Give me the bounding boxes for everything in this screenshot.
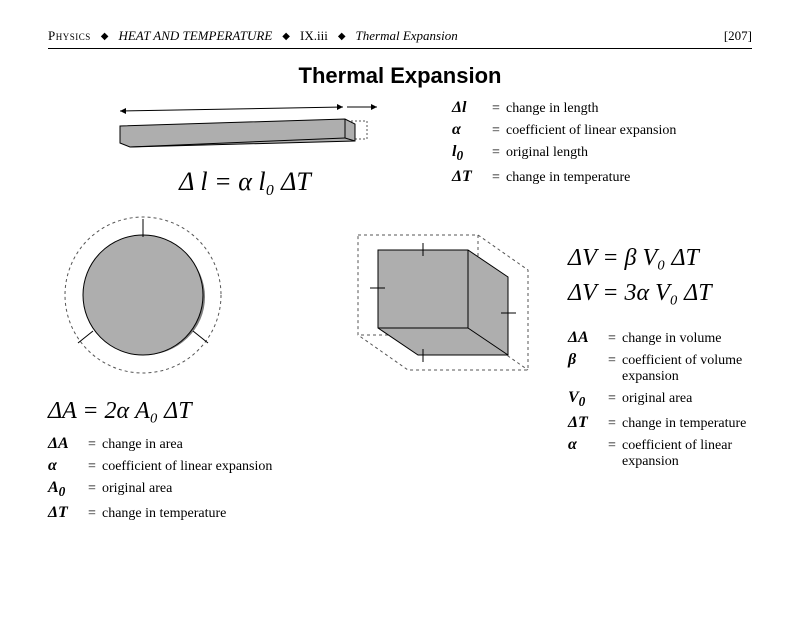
def-symbol: β xyxy=(568,351,602,369)
def-text: coefficient of volume expansion xyxy=(622,353,752,385)
def-symbol: ΔT xyxy=(568,414,602,432)
breadcrumb-chapter: HEAT AND TEMPERATURE xyxy=(118,28,272,44)
def-equals: = xyxy=(82,506,102,522)
def-text: coefficient of linear expansion xyxy=(622,438,752,470)
def-symbol: Δl xyxy=(452,99,486,117)
def-symbol: ΔA xyxy=(568,329,602,347)
def-row: ΔA=change in volume xyxy=(568,329,752,347)
def-symbol: ΔA xyxy=(48,435,82,453)
def-text: coefficient of linear expansion xyxy=(506,123,752,139)
volume-formula-1: ΔV = β V₀ ΔT xyxy=(568,245,752,272)
def-row: α=coefficient of linear expansion xyxy=(568,436,752,470)
def-text: original area xyxy=(622,391,752,407)
def-equals: = xyxy=(486,170,506,186)
area-formula: ΔA = 2α A₀ ΔT xyxy=(48,398,308,425)
def-row: Δl=change in length xyxy=(452,99,752,117)
def-symbol: l0 xyxy=(452,143,486,164)
separator-icon: ◆ xyxy=(282,31,290,42)
breadcrumb-subject: Physics xyxy=(48,28,91,44)
separator-icon: ◆ xyxy=(101,31,109,42)
breadcrumb-topic: Thermal Expansion xyxy=(356,28,458,44)
area-expansion-section: ΔA = 2α A₀ ΔT ΔA=change in areaα=coeffic… xyxy=(48,215,308,526)
def-text: original length xyxy=(506,145,752,161)
def-text: coefficient of linear expansion xyxy=(102,459,308,475)
def-text: change in area xyxy=(102,437,308,453)
def-equals: = xyxy=(602,391,622,407)
def-text: original area xyxy=(102,481,308,497)
def-equals: = xyxy=(486,101,506,117)
def-row: V0=original area xyxy=(568,389,752,410)
linear-expansion-section: Δ l = α l₀ ΔT Δl=change in lengthα=coeff… xyxy=(48,99,752,197)
page-header: Physics ◆ HEAT AND TEMPERATURE ◆ IX.iii … xyxy=(48,28,752,49)
def-equals: = xyxy=(486,145,506,161)
linear-defs: Δl=change in lengthα=coefficient of line… xyxy=(452,99,752,186)
def-text: change in temperature xyxy=(102,506,308,522)
page-number: [207] xyxy=(724,28,752,44)
lower-section: ΔA = 2α A₀ ΔT ΔA=change in areaα=coeffic… xyxy=(48,215,752,526)
linear-formula: Δ l = α l₀ ΔT xyxy=(78,167,412,197)
volume-formula-2: ΔV = 3α V₀ ΔT xyxy=(568,280,752,307)
def-text: change in length xyxy=(506,101,752,117)
def-equals: = xyxy=(602,416,622,432)
separator-icon: ◆ xyxy=(338,31,346,42)
def-row: α=coefficient of linear expansion xyxy=(48,457,308,475)
def-row: ΔT=change in temperature xyxy=(568,414,752,432)
linear-expansion-diagram xyxy=(95,99,395,159)
def-equals: = xyxy=(602,353,622,369)
def-symbol: α xyxy=(568,436,602,454)
area-defs: ΔA=change in areaα=coefficient of linear… xyxy=(48,435,308,522)
def-row: A0=original area xyxy=(48,479,308,500)
def-equals: = xyxy=(602,331,622,347)
area-expansion-diagram xyxy=(48,215,238,385)
def-equals: = xyxy=(486,123,506,139)
def-text: change in temperature xyxy=(622,416,752,432)
volume-expansion-diagram xyxy=(348,215,538,385)
def-equals: = xyxy=(82,481,102,497)
def-equals: = xyxy=(82,437,102,453)
def-symbol: ΔT xyxy=(452,168,486,186)
def-row: β=coefficient of volume expansion xyxy=(568,351,752,385)
def-row: l0=original length xyxy=(452,143,752,164)
volume-defs: ΔA=change in volumeβ=coefficient of volu… xyxy=(568,329,752,470)
volume-diagram-col xyxy=(348,215,528,390)
def-text: change in temperature xyxy=(506,170,752,186)
def-row: α=coefficient of linear expansion xyxy=(452,121,752,139)
def-row: ΔT=change in temperature xyxy=(452,168,752,186)
def-equals: = xyxy=(602,438,622,454)
breadcrumb: Physics ◆ HEAT AND TEMPERATURE ◆ IX.iii … xyxy=(48,28,458,44)
def-symbol: α xyxy=(48,457,82,475)
def-symbol: α xyxy=(452,121,486,139)
def-text: change in volume xyxy=(622,331,752,347)
volume-expansion-section: ΔV = β V₀ ΔT ΔV = 3α V₀ ΔT ΔA=change in … xyxy=(568,215,752,474)
def-row: ΔT=change in temperature xyxy=(48,504,308,522)
page-title: Thermal Expansion xyxy=(48,63,752,89)
def-symbol: A0 xyxy=(48,479,82,500)
breadcrumb-section: IX.iii xyxy=(300,28,328,44)
def-symbol: V0 xyxy=(568,389,602,410)
def-equals: = xyxy=(82,459,102,475)
def-symbol: ΔT xyxy=(48,504,82,522)
def-row: ΔA=change in area xyxy=(48,435,308,453)
